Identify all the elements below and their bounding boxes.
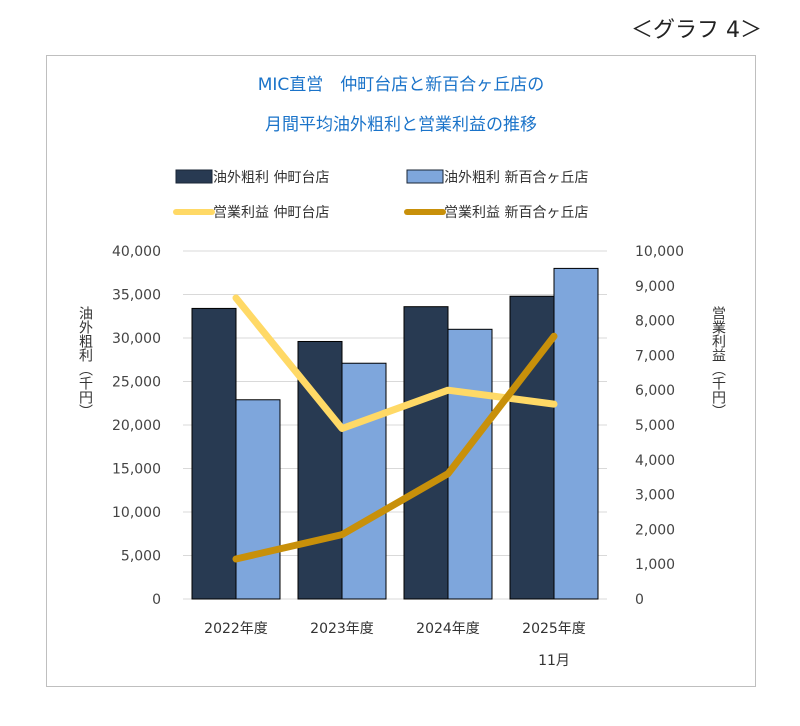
bars (191, 267, 599, 600)
category-labels: 2022年度 2023年度 2024年度 2025年度 11月 (204, 621, 586, 669)
right-tick-label: 1,000 (635, 557, 675, 573)
left-tick-label: 5,000 (121, 549, 161, 565)
legend-label-bar-0: 油外粗利 仲町台店 (213, 170, 329, 186)
right-tick-label: 4,000 (635, 453, 675, 469)
line-series-1 (232, 332, 558, 563)
left-axis-title: 油外粗利（千円） (77, 306, 93, 418)
category-label: 2023年度 (310, 621, 374, 637)
bar-series-1-0 (235, 399, 281, 600)
bar-series-1-3 (553, 267, 599, 600)
lines (232, 294, 558, 563)
right-tick-label: 2,000 (635, 522, 675, 538)
chart-svg: MIC直営 仲町台店と新百合ヶ丘店の 月間平均油外粗利と営業利益の推移 油外粗利… (77, 75, 726, 669)
left-tick-label: 0 (152, 592, 161, 608)
right-tick-label: 3,000 (635, 488, 675, 504)
category-label: 2022年度 (204, 621, 268, 637)
left-tick-label: 15,000 (112, 462, 161, 478)
bar-series-0-0 (191, 307, 237, 600)
right-tick-label: 0 (635, 592, 644, 608)
legend-label-line-1: 営業利益 新百合ヶ丘店 (444, 205, 588, 221)
legend-label-bar-1: 油外粗利 新百合ヶ丘店 (444, 170, 588, 186)
left-axis-ticks: 0 5,000 10,000 15,000 20,000 25,000 30,000 35,0… (112, 244, 161, 608)
right-axis-title: 営業利益（千円） (710, 306, 726, 418)
right-axis-ticks: 0 1,000 2,000 3,000 4,000 5,000 6,000 7,000 8,00… (635, 244, 684, 608)
chart-title-line-2: 月間平均油外粗利と営業利益の推移 (265, 115, 537, 135)
legend-swatch-bar-0 (175, 169, 213, 184)
left-tick-label: 40,000 (112, 244, 161, 260)
legend: 油外粗利 仲町台店 油外粗利 新百合ヶ丘店 営業利益 仲町台店 営業利益 新百合… (173, 169, 588, 221)
category-label: 2025年度 (522, 621, 586, 637)
chart-title-line-1: MIC直営 仲町台店と新百合ヶ丘店の (258, 75, 545, 95)
line-series-0 (232, 294, 558, 432)
left-tick-label: 20,000 (112, 418, 161, 434)
left-tick-label: 30,000 (112, 331, 161, 347)
chart-frame: MIC直営 仲町台店と新百合ヶ丘店の 月間平均油外粗利と営業利益の推移 油外粗利… (46, 55, 756, 687)
right-tick-label: 7,000 (635, 348, 675, 364)
category-sublabel: 11月 (538, 653, 570, 669)
legend-swatch-bar-1 (406, 169, 444, 184)
right-tick-label: 9,000 (635, 279, 675, 295)
right-tick-label: 6,000 (635, 383, 675, 399)
left-tick-label: 10,000 (112, 505, 161, 521)
right-tick-label: 5,000 (635, 418, 675, 434)
bar-series-1-1 (341, 362, 387, 600)
legend-label-line-0: 営業利益 仲町台店 (213, 205, 329, 221)
right-tick-label: 10,000 (635, 244, 684, 260)
category-label: 2024年度 (416, 621, 480, 637)
left-tick-label: 25,000 (112, 375, 161, 391)
bar-series-0-2 (403, 306, 449, 600)
figure-label: ＜グラフ 4＞ (631, 18, 762, 43)
right-tick-label: 8,000 (635, 314, 675, 330)
left-tick-label: 35,000 (112, 288, 161, 304)
